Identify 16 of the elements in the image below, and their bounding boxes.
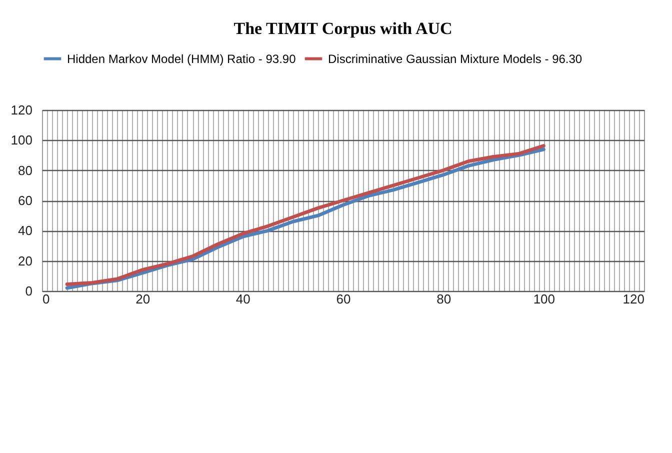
y-tick-label: 100	[10, 132, 32, 148]
x-tick-label: 100	[533, 292, 556, 306]
legend-label: Hidden Markov Model (HMM) Ratio - 93.90	[67, 52, 296, 66]
y-tick-label: 20	[18, 253, 32, 268]
x-tick-label: 120	[622, 292, 644, 306]
x-tick-label: 40	[236, 292, 250, 306]
y-tick-label: 80	[18, 162, 32, 178]
legend-label: Discriminative Gaussian Mixture Models - 96.30	[328, 52, 582, 66]
chart-title: The TIMIT Corpus with AUC	[234, 19, 452, 38]
y-tick-label: 120	[10, 102, 32, 118]
x-tick-label: 0	[42, 292, 50, 306]
y-tick-label: 40	[18, 223, 32, 238]
x-tick-label: 80	[436, 292, 452, 306]
y-tick-label: 60	[18, 193, 32, 208]
x-tick-label: 60	[336, 292, 351, 306]
x-tick-label: 20	[136, 292, 150, 306]
